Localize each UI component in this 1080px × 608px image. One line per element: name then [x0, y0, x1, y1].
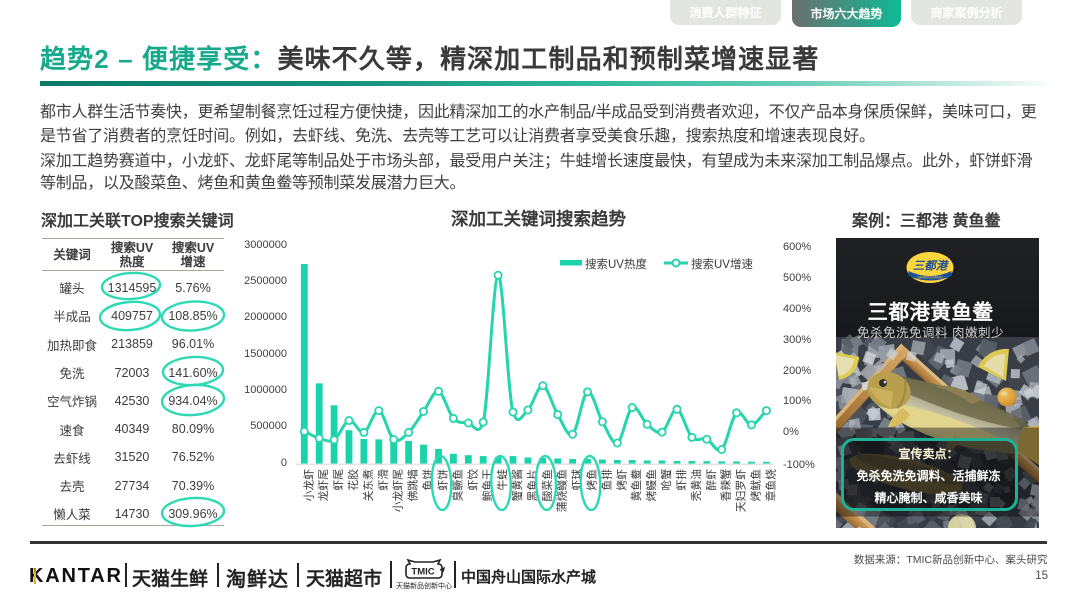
svg-text:TMIC: TMIC	[411, 567, 434, 578]
svg-text:0: 0	[281, 457, 287, 469]
svg-text:1000000: 1000000	[244, 384, 287, 396]
svg-text:虾饼: 虾饼	[436, 469, 450, 491]
svg-text:秃黄油: 秃黄油	[689, 469, 703, 501]
svg-text:酸菜鱼: 酸菜鱼	[540, 469, 554, 502]
svg-text:虾尾: 虾尾	[332, 469, 345, 491]
svg-text:龙虾尾: 龙虾尾	[317, 469, 330, 502]
svg-text:400%: 400%	[783, 303, 811, 315]
svg-text:小龙虾尾: 小龙虾尾	[392, 469, 405, 512]
svg-text:黄鱼鲞: 黄鱼鲞	[629, 469, 643, 502]
svg-text:500000: 500000	[250, 420, 287, 432]
svg-text:SANDUGANG: SANDUGANG	[917, 275, 943, 280]
svg-text:小龙虾: 小龙虾	[302, 469, 315, 502]
svg-text:虾滑: 虾滑	[377, 469, 390, 491]
svg-text:3000000: 3000000	[244, 239, 287, 251]
svg-text:天妇罗虾: 天妇罗虾	[735, 469, 748, 512]
svg-text:烤虾: 烤虾	[614, 469, 628, 491]
svg-text:烤鱿鱼: 烤鱿鱼	[749, 469, 763, 502]
svg-text:-100%: -100%	[783, 459, 815, 471]
svg-text:搜索UV热度: 搜索UV热度	[585, 257, 647, 271]
svg-text:搜索UV增速: 搜索UV增速	[691, 257, 753, 271]
svg-text:蒲烧鳗鱼: 蒲烧鳗鱼	[555, 469, 569, 512]
svg-text:香辣蟹: 香辣蟹	[719, 469, 733, 502]
svg-text:600%: 600%	[783, 241, 811, 253]
svg-text:200%: 200%	[783, 365, 811, 377]
svg-text:牛蛙: 牛蛙	[496, 469, 509, 491]
svg-text:2500000: 2500000	[244, 275, 287, 287]
svg-text:0%: 0%	[783, 426, 799, 438]
svg-text:醉虾: 醉虾	[704, 469, 718, 491]
svg-text:虾排: 虾排	[674, 469, 688, 491]
svg-text:烤鱼: 烤鱼	[585, 469, 599, 491]
svg-text:天猫新品创新中心: 天猫新品创新中心	[396, 581, 452, 590]
svg-text:鱼排: 鱼排	[599, 469, 613, 491]
svg-text:蟹黄酱: 蟹黄酱	[510, 469, 524, 502]
svg-text:100%: 100%	[783, 395, 811, 407]
svg-text:虾饺: 虾饺	[465, 469, 479, 491]
svg-text:500%: 500%	[783, 272, 811, 284]
svg-text:章鱼烧: 章鱼烧	[763, 469, 777, 502]
svg-text:关东煮: 关东煮	[361, 469, 375, 502]
svg-text:佛跳墙: 佛跳墙	[406, 469, 420, 502]
svg-text:花胶: 花胶	[346, 469, 360, 491]
svg-text:三都港: 三都港	[913, 260, 950, 273]
svg-text:1500000: 1500000	[244, 348, 287, 360]
svg-text:2000000: 2000000	[244, 311, 287, 323]
svg-text:烤鳗鱼: 烤鳗鱼	[644, 469, 658, 502]
svg-text:呛蟹: 呛蟹	[659, 469, 673, 491]
svg-text:臭鳜鱼: 臭鳜鱼	[450, 469, 464, 502]
svg-text:300%: 300%	[783, 334, 811, 346]
